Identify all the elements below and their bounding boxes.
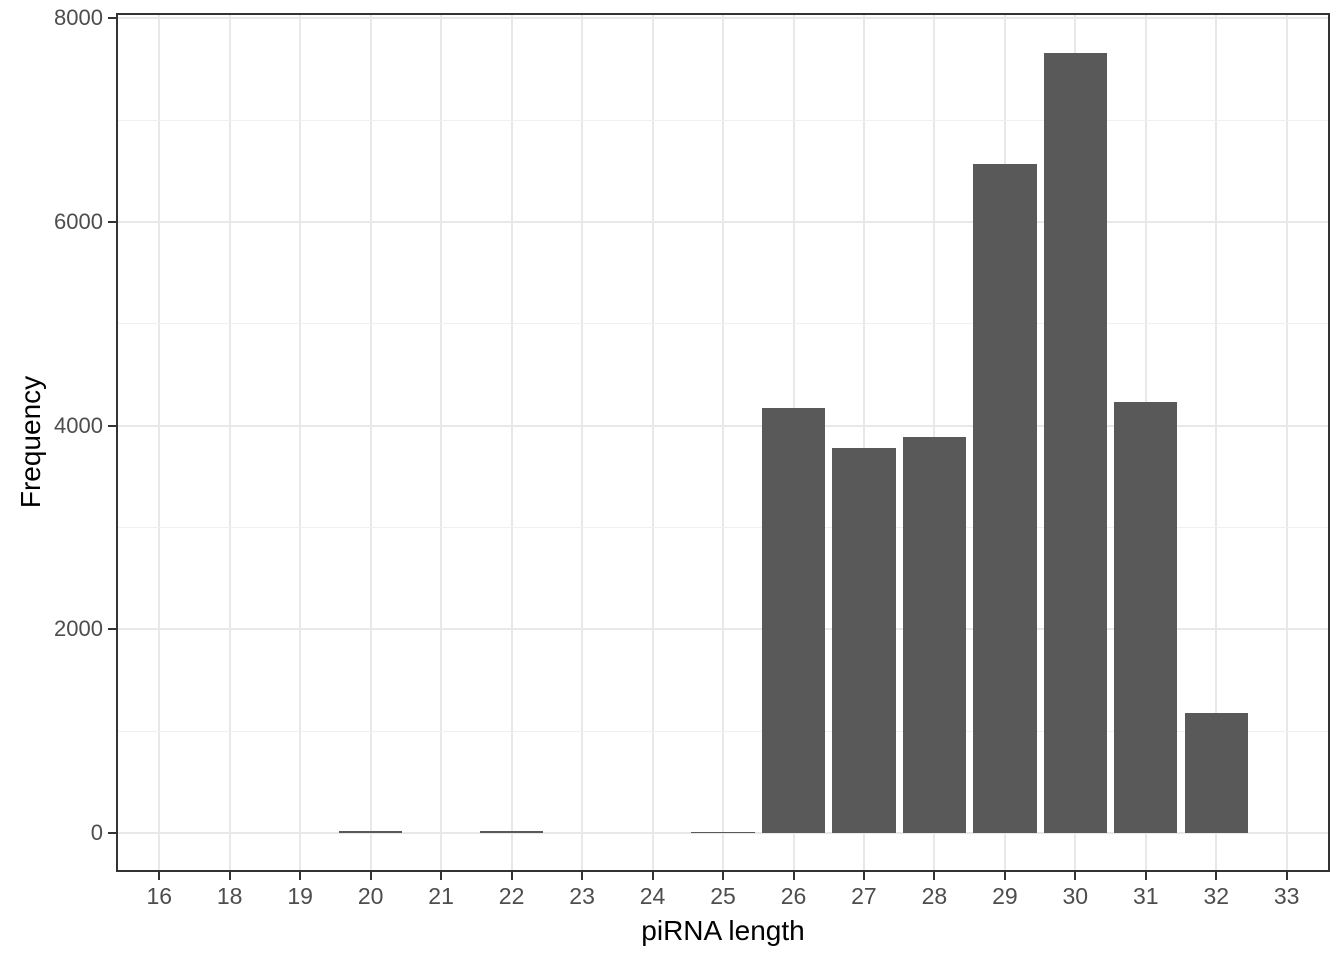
x-tick-label: 26 xyxy=(780,883,807,909)
x-tick xyxy=(1285,872,1288,880)
y-tick-label: 0 xyxy=(90,820,103,845)
x-tick-label: 29 xyxy=(992,883,1018,909)
x-tick-label: 24 xyxy=(639,883,666,909)
y-minor-gridline xyxy=(117,119,1329,121)
x-tick xyxy=(792,872,795,880)
y-tick xyxy=(108,832,116,834)
y-major-gridline xyxy=(117,220,1329,223)
y-tick-label: 8000 xyxy=(54,5,103,31)
x-tick-label: 30 xyxy=(1062,883,1089,909)
x-tick xyxy=(862,872,865,880)
x-gridline xyxy=(158,14,161,871)
x-tick-label: 33 xyxy=(1273,883,1300,909)
y-tick-label: 6000 xyxy=(54,208,103,234)
y-tick-label: 2000 xyxy=(54,616,103,642)
x-tick-label: 20 xyxy=(357,883,384,909)
x-tick xyxy=(1215,872,1218,880)
y-tick xyxy=(108,17,116,20)
x-tick xyxy=(1003,872,1006,880)
bar-25 xyxy=(691,831,755,833)
x-tick xyxy=(1074,872,1077,880)
x-gridline xyxy=(440,14,443,871)
x-tick xyxy=(158,872,161,880)
x-gridline xyxy=(510,14,513,871)
y-tick xyxy=(108,424,116,427)
bar-29 xyxy=(973,163,1037,833)
x-gridline xyxy=(862,14,865,871)
bar-28 xyxy=(902,436,967,833)
y-tick-label: 4000 xyxy=(54,412,103,438)
x-gridline xyxy=(228,14,231,871)
x-tick-label: 16 xyxy=(146,883,173,909)
x-tick xyxy=(299,872,302,880)
x-tick-label: 31 xyxy=(1133,883,1159,909)
x-tick-label: 28 xyxy=(921,883,948,909)
x-tick xyxy=(369,872,372,880)
bar-30 xyxy=(1043,52,1107,833)
x-gridline xyxy=(651,14,654,871)
x-tick xyxy=(581,872,584,880)
x-gridline xyxy=(581,14,584,871)
y-tick xyxy=(108,220,116,223)
bar-32 xyxy=(1184,712,1248,833)
x-tick xyxy=(722,872,724,880)
bar-20 xyxy=(339,831,403,833)
x-tick-label: 18 xyxy=(216,883,243,909)
x-tick xyxy=(510,872,513,880)
bar-31 xyxy=(1114,402,1178,833)
y-axis-title: Frequency xyxy=(15,375,46,509)
x-tick-label: 21 xyxy=(428,883,454,909)
x-gridline xyxy=(1285,14,1288,871)
bar-26 xyxy=(761,408,826,833)
x-tick-label: 27 xyxy=(851,883,877,909)
bar-22 xyxy=(479,831,544,833)
y-major-gridline xyxy=(117,628,1329,631)
x-gridline xyxy=(299,14,302,871)
x-tick xyxy=(651,872,654,880)
y-tick xyxy=(108,628,116,631)
y-major-gridline xyxy=(117,424,1329,427)
x-tick-label: 22 xyxy=(498,883,525,909)
x-tick xyxy=(228,872,231,880)
x-gridline xyxy=(1215,14,1218,871)
x-gridline xyxy=(369,14,372,871)
x-axis-title: piRNA length xyxy=(641,915,805,946)
x-tick-label: 32 xyxy=(1203,883,1230,909)
x-tick xyxy=(440,872,443,880)
x-tick xyxy=(1144,872,1147,880)
y-minor-gridline xyxy=(117,730,1329,732)
x-tick-label: 19 xyxy=(287,883,313,909)
x-tick-label: 23 xyxy=(569,883,595,909)
y-minor-gridline xyxy=(117,323,1329,325)
y-minor-gridline xyxy=(117,527,1329,528)
x-tick xyxy=(933,872,936,880)
x-gridline xyxy=(722,14,724,871)
bar-27 xyxy=(832,448,896,833)
x-tick-label: 25 xyxy=(710,883,736,909)
y-major-gridline xyxy=(117,832,1329,834)
y-major-gridline xyxy=(117,17,1329,20)
